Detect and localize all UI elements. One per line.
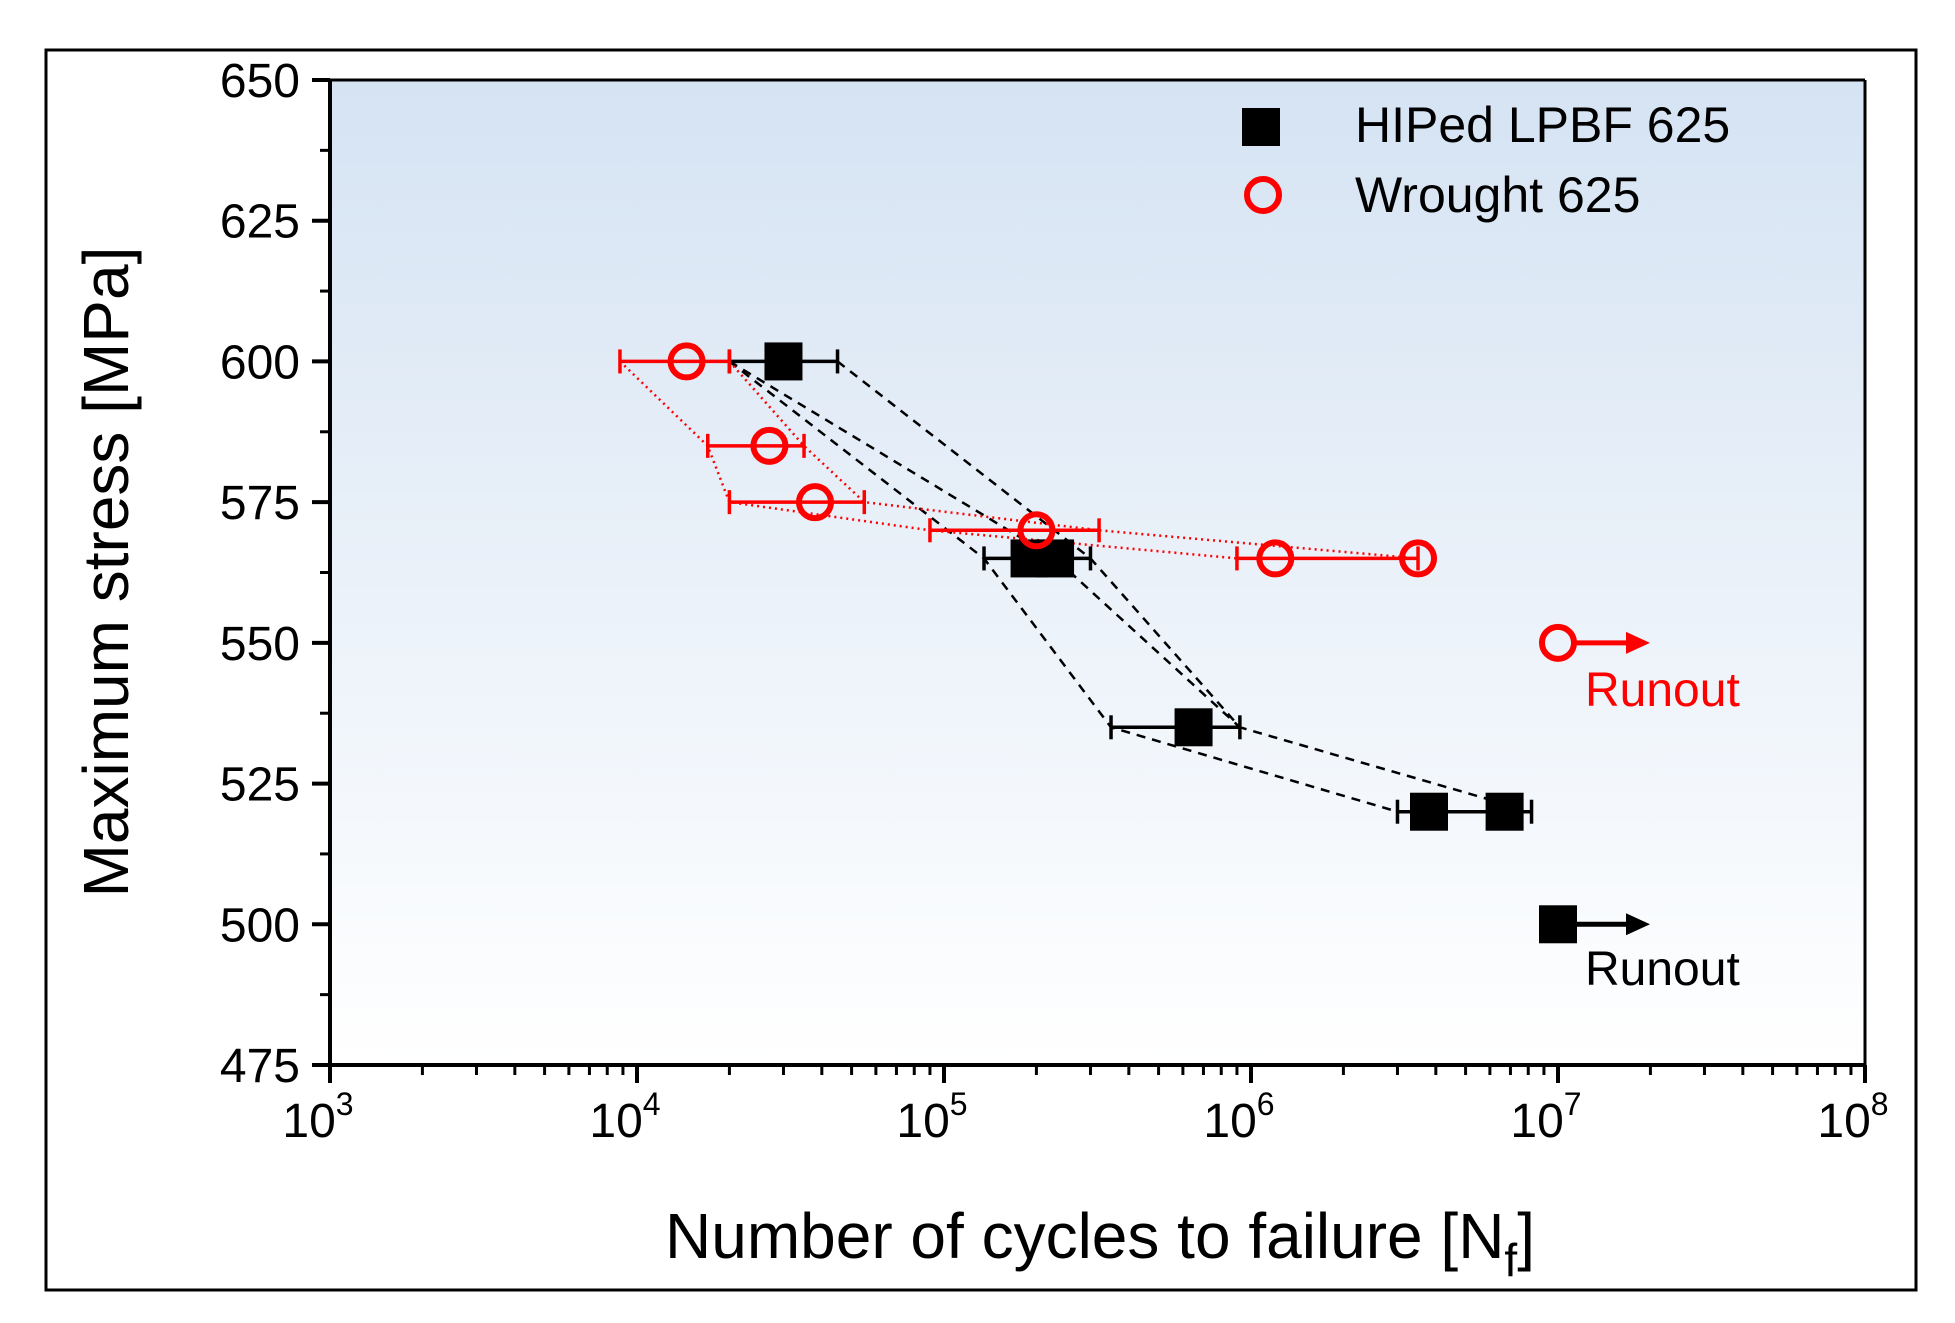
y-tick-label: 500 bbox=[220, 899, 300, 952]
hiped-trend-dashed-line bbox=[836, 360, 1532, 813]
x-axis-title-subscript: f bbox=[1504, 1234, 1517, 1286]
wrought-data-point bbox=[667, 342, 706, 381]
runout-label-wrought: Runout bbox=[1585, 664, 1740, 717]
runout-label-hiped: Runout bbox=[1585, 943, 1740, 996]
x-tick-label: 105 bbox=[896, 1086, 967, 1148]
hiped-runout-marker bbox=[1539, 905, 1650, 944]
x-tick-label: 108 bbox=[1817, 1086, 1888, 1148]
x-axis-title-main: Number of cycles to failure [N bbox=[665, 1200, 1504, 1272]
x-tick-label: 106 bbox=[1203, 1086, 1274, 1148]
legend-marker-wrought bbox=[1244, 176, 1282, 214]
y-tick-label: 625 bbox=[220, 196, 300, 249]
runout-marker bbox=[1539, 905, 1577, 944]
y-axis-title: Maximum stress [MPa] bbox=[70, 247, 142, 898]
hiped-data-point bbox=[1174, 708, 1213, 747]
runout-arrow-head bbox=[1626, 631, 1650, 654]
wrought-error-bar bbox=[928, 518, 1101, 543]
y-tick-label: 575 bbox=[220, 477, 300, 530]
wrought-data-point bbox=[1017, 511, 1056, 550]
x-axis-title-close: ] bbox=[1517, 1200, 1535, 1272]
legend-marker-hiped bbox=[1242, 108, 1280, 146]
hiped-data-point bbox=[1409, 792, 1448, 831]
wrought-error-bar bbox=[1235, 546, 1420, 571]
y-tick-label: 550 bbox=[220, 618, 300, 671]
x-tick-label: 104 bbox=[589, 1086, 660, 1148]
wrought-data-point bbox=[750, 426, 789, 465]
wrought-data-point bbox=[795, 483, 834, 522]
y-tick-label: 525 bbox=[220, 759, 300, 812]
x-tick-label: 107 bbox=[1510, 1086, 1581, 1148]
y-tick-label: 600 bbox=[220, 336, 300, 389]
x-tick-label: 103 bbox=[282, 1086, 353, 1148]
wrought-error-bar bbox=[618, 349, 732, 374]
runout-arrow-head bbox=[1626, 913, 1650, 936]
hiped-trend-dashed-line bbox=[728, 360, 1398, 813]
y-tick-label: 650 bbox=[220, 55, 300, 108]
wrought-runout-marker bbox=[1539, 623, 1650, 662]
plot-area bbox=[330, 80, 1865, 1065]
hiped-data-point bbox=[764, 342, 803, 381]
legend-label-hiped: HIPed LPBF 625 bbox=[1355, 97, 1730, 153]
x-axis-title: Number of cycles to failure [Nf] bbox=[665, 1200, 1535, 1286]
y-tick-label: 475 bbox=[220, 1040, 300, 1093]
wrought-data-point bbox=[1256, 539, 1295, 578]
hiped-data-point bbox=[1485, 792, 1524, 831]
wrought-data-point bbox=[1399, 539, 1438, 578]
legend: HIPed LPBF 625 Wrought 625 bbox=[1242, 97, 1730, 223]
hiped-trend-dashed-line bbox=[728, 360, 1241, 729]
legend-label-wrought: Wrought 625 bbox=[1355, 167, 1640, 223]
